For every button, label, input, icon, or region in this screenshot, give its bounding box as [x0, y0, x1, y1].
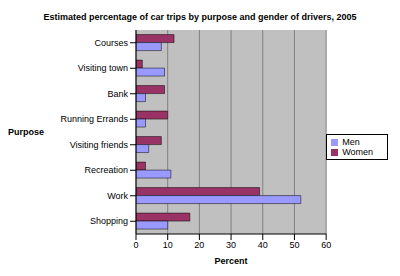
svg-text:Percent: Percent	[215, 256, 248, 266]
svg-text:40: 40	[258, 240, 268, 250]
svg-text:10: 10	[163, 240, 173, 250]
svg-text:Running Errands: Running Errands	[60, 114, 128, 124]
svg-text:30: 30	[226, 240, 236, 250]
svg-text:Shopping: Shopping	[90, 216, 128, 226]
html-text:Women: Women	[342, 147, 373, 157]
html-text:Estimated percentage of car tr: Estimated percentage of car trips by pur…	[43, 12, 357, 22]
svg-text:Purpose: Purpose	[8, 127, 44, 137]
svg-text:50: 50	[289, 240, 299, 250]
svg-text:Visiting town: Visiting town	[78, 63, 128, 73]
svg-text:Courses: Courses	[94, 38, 128, 48]
svg-text:Work: Work	[107, 191, 128, 201]
svg-text:60: 60	[321, 240, 331, 250]
svg-text:Recreation: Recreation	[84, 165, 128, 175]
html-text:Men: Men	[342, 137, 360, 147]
svg-text:20: 20	[194, 240, 204, 250]
svg-text:0: 0	[133, 240, 138, 250]
svg-text:Visiting friends: Visiting friends	[70, 140, 129, 150]
svg-text:Bank: Bank	[107, 89, 128, 99]
